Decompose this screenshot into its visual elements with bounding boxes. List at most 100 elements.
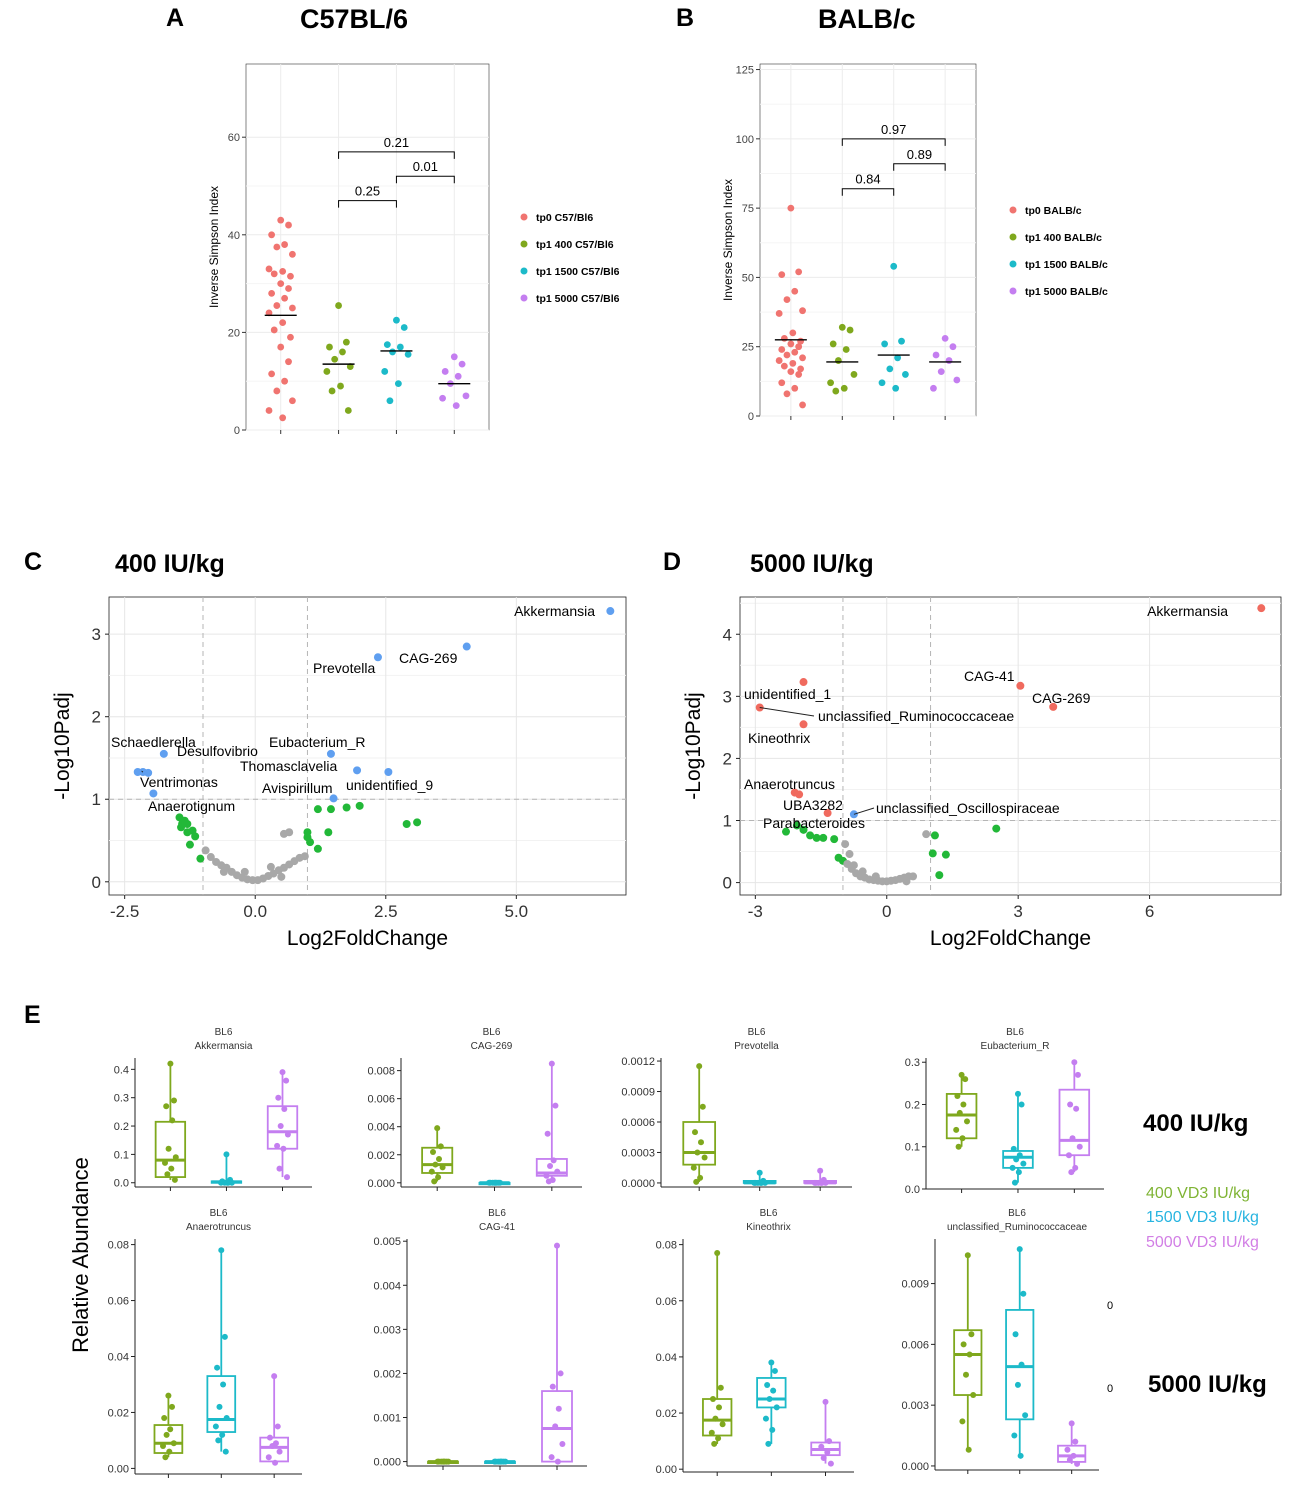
p-value-label: 0.84 bbox=[855, 172, 880, 187]
data-point bbox=[791, 384, 799, 392]
data-point bbox=[183, 828, 192, 837]
data-point bbox=[1020, 1290, 1027, 1297]
point-label: Avispirillum bbox=[262, 780, 333, 796]
data-point bbox=[329, 794, 338, 803]
data-point bbox=[757, 1179, 764, 1186]
data-point bbox=[171, 1097, 177, 1104]
data-point bbox=[269, 1443, 276, 1450]
data-point bbox=[331, 355, 339, 363]
facet-taxon-label: Akkermansia bbox=[195, 1041, 253, 1052]
data-point bbox=[799, 720, 808, 729]
data-point bbox=[170, 1440, 177, 1447]
data-point bbox=[820, 1454, 827, 1461]
data-point bbox=[462, 642, 471, 651]
facet-strain-label: BL6 bbox=[760, 1208, 778, 1219]
facet-taxon-label: unclassified_Ruminococcaceae bbox=[947, 1222, 1088, 1233]
data-point bbox=[178, 820, 187, 829]
legend-label: tp0 BALB/c bbox=[1025, 205, 1082, 217]
data-point bbox=[439, 1164, 446, 1171]
facet-taxon-label: CAG-41 bbox=[479, 1222, 516, 1233]
data-point bbox=[806, 831, 815, 840]
data-point bbox=[339, 348, 346, 356]
legend-swatch bbox=[1009, 206, 1017, 214]
data-point bbox=[191, 832, 200, 841]
data-point bbox=[1018, 1101, 1025, 1108]
data-point bbox=[762, 1179, 769, 1186]
data-point bbox=[789, 359, 797, 367]
data-point bbox=[922, 830, 931, 839]
data-point bbox=[932, 351, 940, 359]
data-point bbox=[962, 1076, 969, 1083]
data-point bbox=[277, 280, 285, 287]
data-point bbox=[822, 1398, 829, 1405]
data-point bbox=[547, 1162, 554, 1169]
data-point bbox=[219, 867, 228, 876]
data-point bbox=[220, 1381, 227, 1388]
data-point bbox=[171, 1176, 178, 1183]
data-point bbox=[289, 250, 296, 258]
significance-bracket bbox=[893, 163, 946, 171]
data-point bbox=[697, 1174, 704, 1181]
data-point bbox=[149, 789, 158, 798]
data-point bbox=[223, 1151, 230, 1158]
data-point bbox=[783, 390, 791, 398]
data-point bbox=[1012, 1331, 1019, 1338]
data-point bbox=[968, 1331, 975, 1338]
boxplot-anaerotruncus: 0.00 0.02 0.04 0.06 0.08 BL6 Anaerotruncus bbox=[108, 1208, 302, 1478]
data-point bbox=[1014, 1090, 1021, 1097]
y-tick-label: 2 bbox=[92, 708, 101, 727]
data-point bbox=[159, 749, 168, 758]
data-point bbox=[557, 1370, 564, 1377]
panel-letter-c: C bbox=[24, 548, 42, 576]
data-point bbox=[323, 368, 331, 375]
data-point bbox=[783, 351, 791, 359]
facet-taxon-label: CAG-269 bbox=[471, 1041, 513, 1052]
data-point bbox=[822, 1179, 829, 1186]
boxplot-cag-269: 0.000 0.002 0.004 0.006 0.008 BL6 CAG-269 bbox=[367, 1027, 582, 1191]
data-point bbox=[275, 1094, 282, 1101]
data-point bbox=[1067, 1101, 1074, 1108]
legend-label: tp1 5000 C57/Bl6 bbox=[536, 293, 620, 305]
y-tick-label: 0.08 bbox=[108, 1240, 129, 1252]
data-point bbox=[699, 1103, 706, 1110]
y-tick-label: 0.003 bbox=[901, 1400, 929, 1412]
data-point bbox=[797, 365, 805, 373]
y-tick-label: 0.00 bbox=[656, 1464, 677, 1476]
data-point bbox=[1015, 1169, 1022, 1176]
data-point bbox=[281, 377, 289, 385]
data-point bbox=[1017, 1452, 1024, 1459]
panel-a-legend: tp0 C57/Bl6 tp1 400 C57/Bl6 tp1 1500 C57/B… bbox=[520, 212, 620, 305]
data-point bbox=[970, 1392, 977, 1399]
data-point bbox=[1065, 1152, 1072, 1159]
data-point bbox=[559, 1440, 566, 1447]
data-point bbox=[389, 348, 396, 356]
data-point bbox=[450, 353, 458, 361]
y-tick-label: 0.02 bbox=[656, 1408, 677, 1420]
data-point bbox=[454, 372, 462, 380]
data-point bbox=[300, 852, 309, 861]
data-point bbox=[163, 1103, 170, 1110]
panel-b-dotplot: 0 25 50 75 100 125 Inverse Simpson Index 0.84 0.… bbox=[721, 63, 977, 423]
data-point bbox=[313, 805, 322, 814]
significance-bracket bbox=[395, 175, 455, 184]
panel-title-c: 400 IU/kg bbox=[115, 550, 225, 578]
point-label: Thomasclavelia bbox=[240, 758, 337, 774]
data-point bbox=[770, 1387, 777, 1394]
data-point bbox=[909, 872, 918, 881]
y-tick-label: 0.004 bbox=[373, 1280, 401, 1292]
data-point bbox=[162, 1454, 169, 1461]
data-point bbox=[169, 1117, 176, 1124]
data-point bbox=[693, 1178, 700, 1185]
data-point bbox=[280, 1145, 287, 1152]
data-point bbox=[161, 1415, 168, 1422]
data-point bbox=[268, 370, 276, 378]
data-point bbox=[902, 371, 909, 378]
data-point bbox=[778, 271, 786, 279]
data-point bbox=[955, 1143, 962, 1150]
legend-swatch bbox=[520, 267, 528, 275]
data-point bbox=[846, 326, 854, 334]
point-label: Kineothrix bbox=[748, 730, 810, 746]
data-point bbox=[1073, 1105, 1080, 1112]
y-tick-label: 0.3 bbox=[114, 1093, 129, 1105]
data-point bbox=[402, 820, 411, 829]
